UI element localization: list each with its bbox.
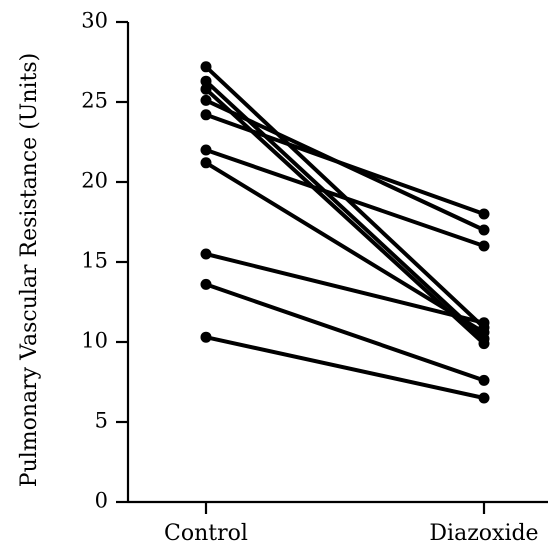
series-line-7 [204, 252, 486, 325]
x-ticks: Control Diazoxide [164, 502, 539, 546]
data-point-4-control [200, 109, 212, 121]
data-point-9-control [200, 331, 212, 343]
series-group [200, 61, 490, 404]
data-point-5-control [200, 144, 212, 156]
series-line-6 [204, 160, 486, 335]
x-tick-label-control: Control [164, 521, 248, 546]
y-tick-label: 0 [95, 489, 108, 513]
y-tick-label: 25 [81, 89, 108, 113]
y-ticks: 0 5 10 15 20 25 30 [81, 9, 128, 513]
series-line-9 [204, 335, 486, 400]
data-point-10-diazoxide [478, 338, 490, 350]
y-tick-label: 10 [81, 329, 108, 353]
data-point-7-diazoxide [478, 317, 490, 329]
series-line-8 [204, 282, 486, 383]
series-line-10 [204, 87, 486, 346]
series-line-5 [204, 148, 486, 248]
data-point-5-diazoxide [478, 240, 490, 252]
data-point-8-control [200, 278, 212, 290]
data-point-3-diazoxide [478, 224, 490, 236]
data-point-3-control [200, 94, 212, 106]
y-axis-title: Pulmonary Vascular Resistance (Units) [17, 53, 42, 487]
y-tick-label: 5 [95, 409, 108, 433]
x-tick-label-diazoxide: Diazoxide [429, 521, 538, 546]
y-tick-label: 15 [81, 249, 108, 273]
y-tick-label: 20 [81, 169, 108, 193]
y-tick-label: 30 [81, 9, 108, 33]
data-point-7-control [200, 248, 212, 260]
data-point-1-control [200, 61, 212, 73]
data-point-6-control [200, 157, 212, 169]
data-point-4-diazoxide [478, 208, 490, 220]
data-point-10-control [200, 83, 212, 95]
data-point-2-control [200, 75, 212, 87]
data-point-6-diazoxide [478, 326, 490, 338]
data-point-9-diazoxide [478, 392, 490, 404]
data-point-8-diazoxide [478, 374, 490, 386]
